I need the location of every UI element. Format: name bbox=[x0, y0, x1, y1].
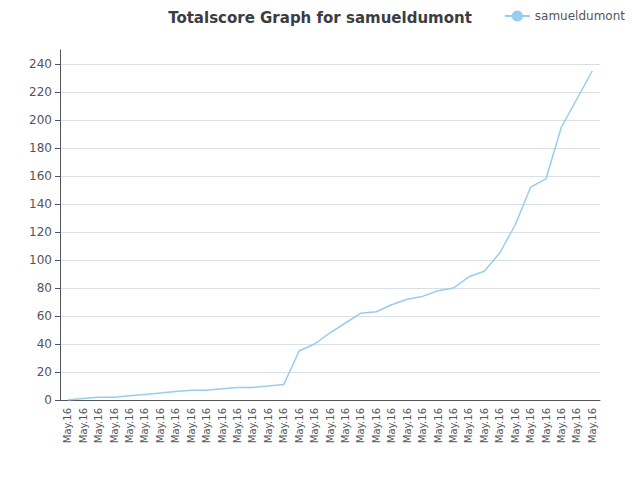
svg-text:20: 20 bbox=[37, 365, 52, 379]
svg-text:240: 240 bbox=[29, 57, 52, 71]
svg-text:May.16: May.16 bbox=[587, 408, 598, 443]
svg-text:May.16: May.16 bbox=[294, 408, 305, 443]
svg-text:May.16: May.16 bbox=[479, 408, 490, 443]
svg-text:40: 40 bbox=[37, 337, 52, 351]
svg-text:May.16: May.16 bbox=[402, 408, 413, 443]
svg-text:May.16: May.16 bbox=[263, 408, 274, 443]
svg-text:120: 120 bbox=[29, 225, 52, 239]
svg-text:May.16: May.16 bbox=[510, 408, 521, 443]
svg-text:May.16: May.16 bbox=[463, 408, 474, 443]
svg-text:140: 140 bbox=[29, 197, 52, 211]
svg-text:May.16: May.16 bbox=[93, 408, 104, 443]
svg-text:May.16: May.16 bbox=[109, 408, 120, 443]
svg-text:May.16: May.16 bbox=[278, 408, 289, 443]
svg-text:May.16: May.16 bbox=[186, 408, 197, 443]
svg-text:May.16: May.16 bbox=[78, 408, 89, 443]
svg-text:May.16: May.16 bbox=[448, 408, 459, 443]
svg-text:May.16: May.16 bbox=[340, 408, 351, 443]
svg-text:0: 0 bbox=[44, 393, 52, 407]
svg-text:May.16: May.16 bbox=[170, 408, 181, 443]
svg-text:80: 80 bbox=[37, 281, 52, 295]
svg-text:May.16: May.16 bbox=[62, 408, 73, 443]
svg-text:May.16: May.16 bbox=[309, 408, 320, 443]
svg-text:May.16: May.16 bbox=[571, 408, 582, 443]
svg-text:May.16: May.16 bbox=[417, 408, 428, 443]
svg-text:May.16: May.16 bbox=[201, 408, 212, 443]
svg-text:May.16: May.16 bbox=[124, 408, 135, 443]
svg-text:May.16: May.16 bbox=[556, 408, 567, 443]
svg-text:160: 160 bbox=[29, 169, 52, 183]
svg-text:May.16: May.16 bbox=[247, 408, 258, 443]
svg-text:May.16: May.16 bbox=[232, 408, 243, 443]
svg-text:May.16: May.16 bbox=[217, 408, 228, 443]
svg-text:180: 180 bbox=[29, 141, 52, 155]
svg-text:60: 60 bbox=[37, 309, 52, 323]
svg-text:May.16: May.16 bbox=[433, 408, 444, 443]
svg-text:May.16: May.16 bbox=[355, 408, 366, 443]
svg-text:220: 220 bbox=[29, 85, 52, 99]
svg-text:May.16: May.16 bbox=[139, 408, 150, 443]
svg-text:Totalscore Graph for samueldum: Totalscore Graph for samueldumont bbox=[168, 9, 472, 27]
svg-text:May.16: May.16 bbox=[155, 408, 166, 443]
svg-text:200: 200 bbox=[29, 113, 52, 127]
svg-text:May.16: May.16 bbox=[325, 408, 336, 443]
svg-text:samueldumont: samueldumont bbox=[535, 9, 625, 23]
svg-text:May.16: May.16 bbox=[541, 408, 552, 443]
svg-text:May.16: May.16 bbox=[494, 408, 505, 443]
svg-text:May.16: May.16 bbox=[525, 408, 536, 443]
svg-text:May.16: May.16 bbox=[371, 408, 382, 443]
svg-text:100: 100 bbox=[29, 253, 52, 267]
svg-text:May.16: May.16 bbox=[386, 408, 397, 443]
